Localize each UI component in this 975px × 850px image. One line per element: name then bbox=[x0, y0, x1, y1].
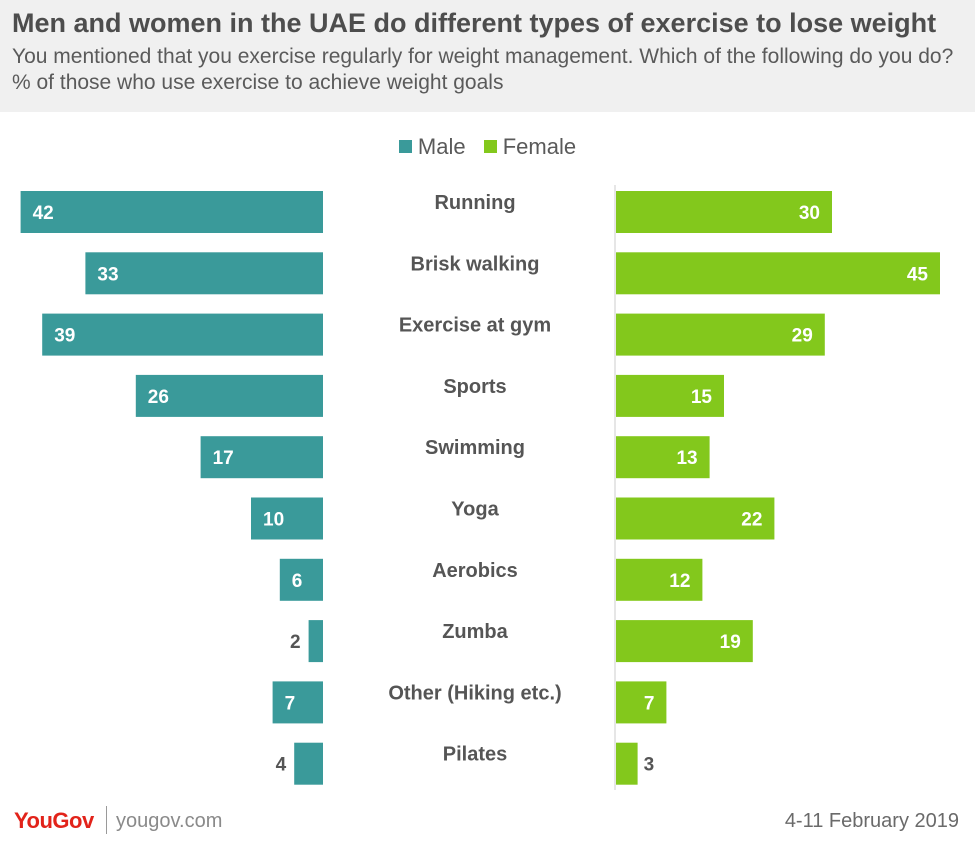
bar-female bbox=[616, 374, 724, 417]
category-label: Aerobics bbox=[432, 560, 518, 582]
category-label: Running bbox=[434, 192, 515, 214]
bar-male bbox=[42, 313, 323, 356]
data-label-female: 3 bbox=[644, 755, 655, 776]
legend-swatch-female bbox=[483, 139, 497, 153]
data-label-female: 13 bbox=[676, 448, 697, 469]
category-label: Sports bbox=[443, 376, 506, 398]
header: Men and women in the UAE do different ty… bbox=[0, 0, 975, 112]
legend-label-male: Male bbox=[417, 134, 466, 160]
footer-url[interactable]: yougov.com bbox=[116, 810, 223, 832]
bar-male bbox=[279, 558, 323, 601]
bar-male bbox=[308, 620, 323, 663]
bar-male bbox=[85, 252, 324, 295]
legend-item-female: Female bbox=[483, 134, 577, 160]
data-label-male: 42 bbox=[33, 203, 54, 224]
category-label: Zumba bbox=[442, 621, 508, 643]
data-label-male: 33 bbox=[97, 264, 118, 285]
category-label: Other (Hiking etc.) bbox=[388, 682, 561, 704]
legend: Male Female bbox=[0, 133, 975, 161]
bar-male bbox=[20, 191, 323, 233]
data-label-male: 6 bbox=[292, 571, 303, 592]
bar-female bbox=[616, 681, 667, 724]
data-label-female: 7 bbox=[644, 693, 655, 714]
chart-subtitle: You mentioned that you exercise regularl… bbox=[12, 45, 954, 94]
data-label-female: 22 bbox=[741, 510, 762, 531]
data-label-female: 12 bbox=[669, 571, 690, 592]
legend-swatch-male bbox=[398, 139, 412, 153]
data-label-male: 26 bbox=[148, 387, 169, 408]
category-label: Exercise at gym bbox=[399, 315, 551, 337]
bar-female bbox=[616, 497, 775, 540]
category-label: Pilates bbox=[443, 744, 507, 766]
data-label-female: 45 bbox=[907, 264, 929, 285]
bar-female bbox=[616, 742, 638, 785]
yougov-logo: YouGov bbox=[14, 808, 94, 833]
bar-female bbox=[616, 252, 940, 295]
bar-female bbox=[616, 558, 703, 601]
bar-female bbox=[616, 620, 753, 663]
data-label-male: 39 bbox=[54, 326, 75, 347]
category-label: Yoga bbox=[451, 499, 499, 521]
footer-divider bbox=[106, 806, 107, 834]
bar-male bbox=[251, 497, 323, 540]
bar-male bbox=[272, 681, 323, 724]
bar-male bbox=[135, 374, 323, 417]
data-label-male: 10 bbox=[263, 510, 284, 531]
category-label: Swimming bbox=[425, 437, 525, 459]
footer-date: 4-11 February 2019 bbox=[784, 810, 959, 832]
data-label-female: 15 bbox=[691, 387, 713, 408]
data-label-female: 29 bbox=[792, 326, 813, 347]
data-label-female: 30 bbox=[799, 203, 820, 224]
category-label: Brisk walking bbox=[411, 253, 540, 275]
bar-female bbox=[616, 436, 710, 479]
legend-item-male: Male bbox=[398, 134, 466, 160]
bar-male bbox=[200, 436, 323, 479]
data-label-male: 2 bbox=[290, 632, 301, 653]
bar-female bbox=[616, 191, 832, 233]
data-label-male: 17 bbox=[213, 448, 234, 469]
bar-male bbox=[294, 742, 323, 785]
data-label-male: 7 bbox=[285, 693, 296, 714]
legend-label-female: Female bbox=[502, 134, 577, 160]
data-label-male: 4 bbox=[276, 755, 287, 776]
bar-female bbox=[616, 313, 825, 356]
data-label-female: 19 bbox=[720, 632, 741, 653]
chart-title: Men and women in the UAE do different ty… bbox=[12, 8, 937, 38]
